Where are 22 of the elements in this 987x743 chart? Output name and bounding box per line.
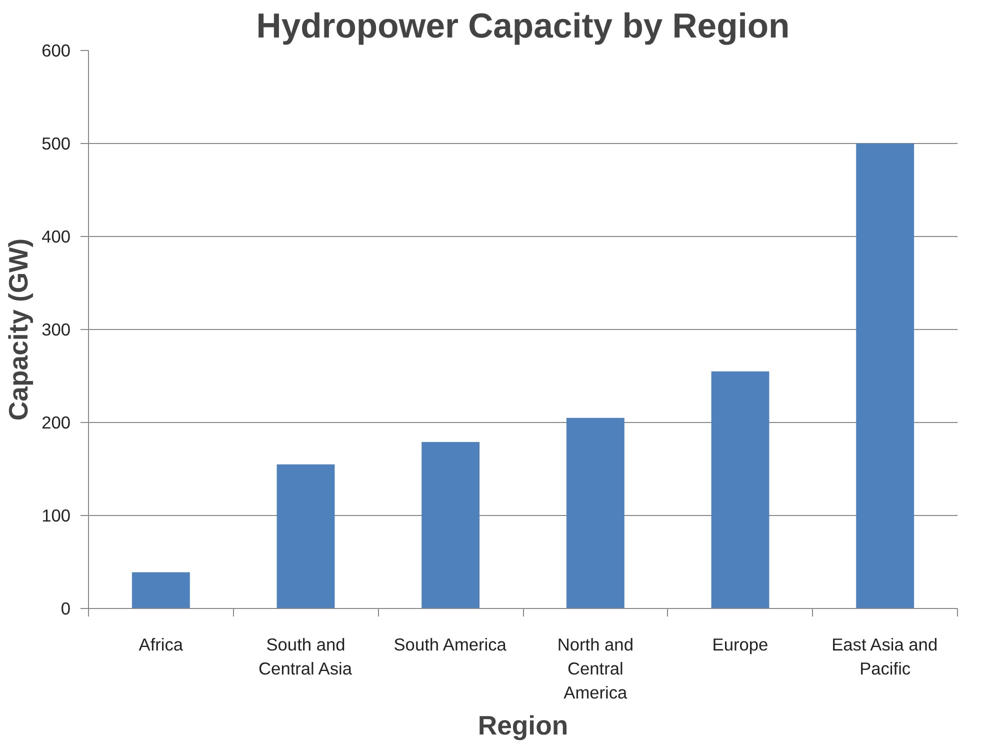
y-axis-title: Capacity (GW) [4,238,34,421]
chart-title: Hydropower Capacity by Region [256,8,790,46]
bar [276,464,335,608]
y-tick-label: 300 [42,320,71,340]
bar [856,144,914,608]
x-tick-label: Africa [138,634,184,654]
bar [422,442,480,608]
y-tick-label: 600 [42,40,71,60]
x-tick-label: South America [394,634,507,654]
x-tick-label: South and Central Asia [258,634,352,678]
x-tick-label: North and Central America [557,634,634,702]
bar [711,371,770,608]
y-tick-label: 500 [42,134,71,154]
y-tick-label: 100 [42,506,71,526]
y-tick-label: 0 [60,598,71,618]
bar [132,572,190,608]
x-axis-title: Region [478,710,568,740]
y-tick-label: 400 [42,226,71,246]
x-tick-label: Europe [712,634,768,654]
bar [566,418,624,608]
x-tick-label: East Asia and Pacific [832,634,938,678]
y-tick-label: 200 [42,412,71,432]
